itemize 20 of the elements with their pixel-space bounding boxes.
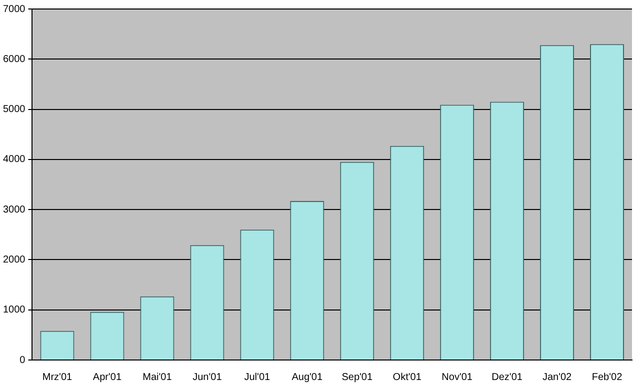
x-tick-label: Jan'02 xyxy=(542,372,572,383)
y-tick-label: 1000 xyxy=(2,304,26,316)
x-tick-label: Aug'01 xyxy=(292,372,323,383)
x-tick-label: Jun'01 xyxy=(192,372,222,383)
y-tick-label: 6000 xyxy=(2,54,26,65)
x-tick-label: Feb'02 xyxy=(592,372,623,383)
y-tick-label: 2000 xyxy=(2,254,26,266)
y-tick-label: 0 xyxy=(20,354,26,366)
x-tick-label: Mai'01 xyxy=(142,372,172,383)
x-tick-label: Jul'01 xyxy=(244,372,270,383)
x-tick-label: Sep'01 xyxy=(342,372,373,383)
x-tick-label: Okt'01 xyxy=(392,372,422,383)
x-tick-label: Apr'01 xyxy=(92,372,122,383)
y-tick-label: 3000 xyxy=(2,204,26,216)
y-tick-label: 4000 xyxy=(2,154,26,166)
y-tick-label: 5000 xyxy=(2,104,26,116)
x-tick-label: Mrz'01 xyxy=(42,372,73,383)
y-tick-label: 7000 xyxy=(2,4,26,15)
x-tick-label: Dez'01 xyxy=(492,372,523,383)
x-tick-label: Nov'01 xyxy=(442,372,473,383)
